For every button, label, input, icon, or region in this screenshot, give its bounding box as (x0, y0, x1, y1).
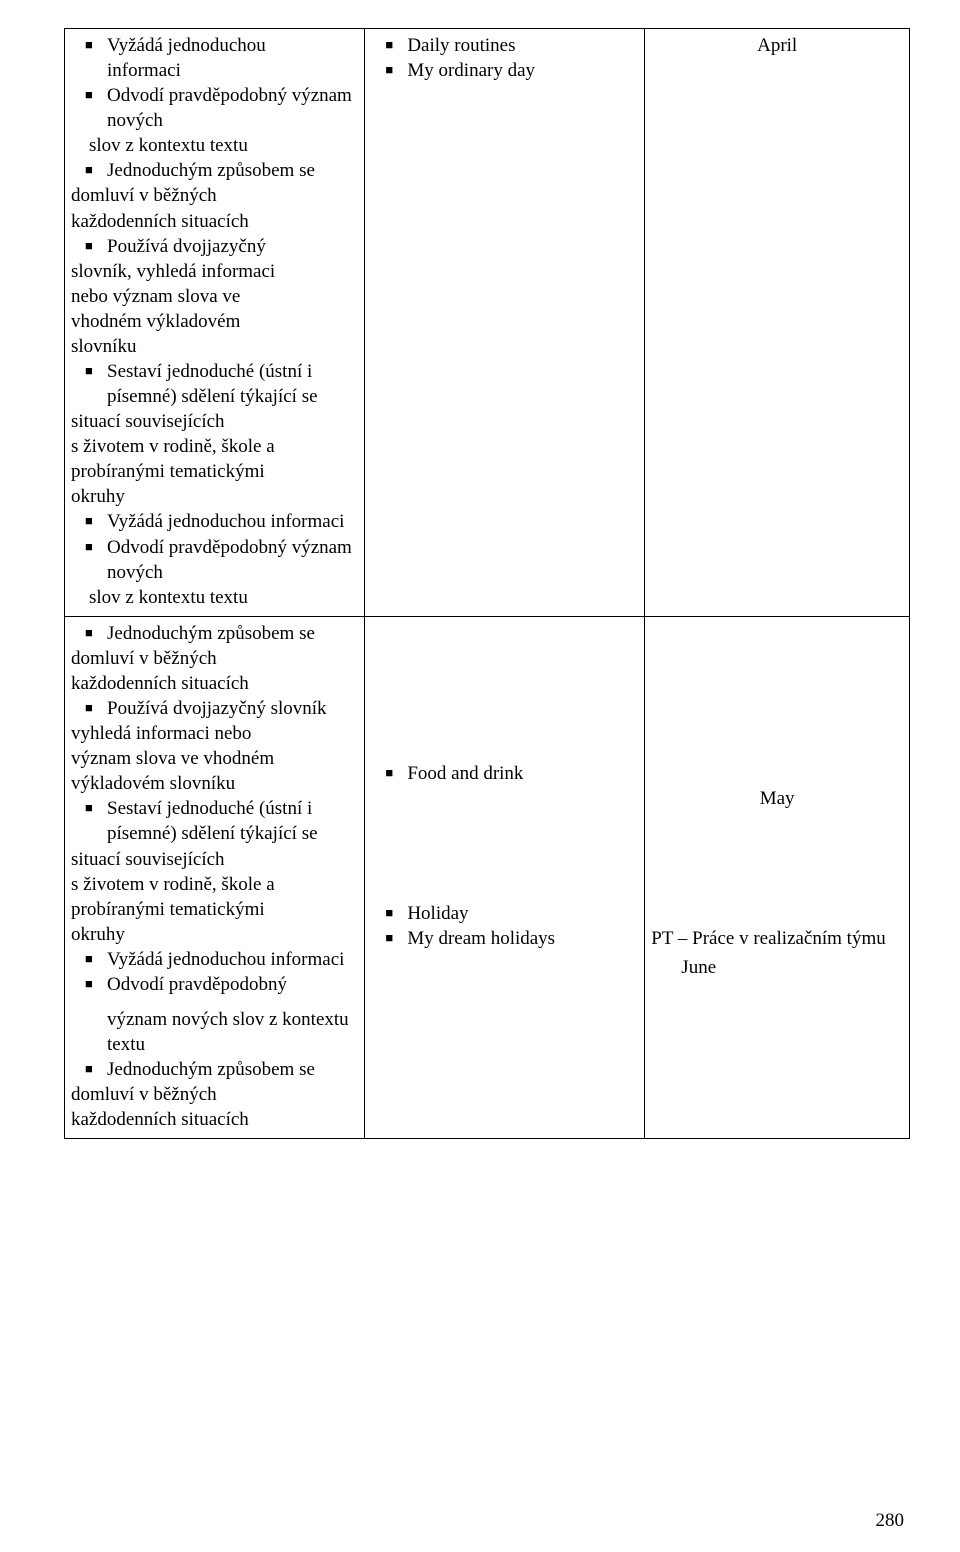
cell-schedule-2: May PT – Práce v realizačním týmu June (645, 616, 910, 1139)
list-item: My dream holidays (371, 926, 638, 951)
list-item: Odvodí pravděpodobný význam nových (71, 83, 358, 133)
continuation-text: vhodném výkladovém (71, 309, 358, 334)
continuation-text: každodenních situacích (71, 209, 358, 234)
list-item: Odvodí pravděpodobný význam nových (71, 535, 358, 585)
continuation-text: výkladovém slovníku (71, 771, 358, 796)
continuation-text: nebo význam slova ve (71, 284, 358, 309)
list-item: Sestaví jednoduché (ústní i písemné) sdě… (71, 796, 358, 846)
continuation-text: domluví v běžných (71, 1082, 358, 1107)
list-item: Daily routines (371, 33, 638, 58)
list-item: Jednoduchým způsobem se (71, 621, 358, 646)
continuation-text: situací souvisejících (71, 409, 358, 434)
continuation-text: s životem v rodině, škole a (71, 872, 358, 897)
continuation-text: význam nových slov z kontextu textu (71, 1007, 358, 1057)
page-number: 280 (876, 1510, 905, 1532)
continuation-text: informaci (71, 58, 358, 83)
continuation-text: každodenních situacích (71, 671, 358, 696)
cell-topics-2: Food and drink Holiday My dream holidays (365, 616, 645, 1139)
continuation-text: s životem v rodině, škole a (71, 434, 358, 459)
month-label: June (651, 955, 903, 980)
list-item: Odvodí pravděpodobný (71, 972, 358, 997)
continuation-text: vyhledá informaci nebo (71, 721, 358, 746)
table-row: Vyžádá jednoduchou informaci Odvodí prav… (65, 29, 910, 617)
page: Vyžádá jednoduchou informaci Odvodí prav… (0, 0, 960, 1552)
list-item: Vyžádá jednoduchou (71, 33, 358, 58)
curriculum-table: Vyžádá jednoduchou informaci Odvodí prav… (64, 28, 910, 1139)
continuation-text: slovník, vyhledá informaci (71, 259, 358, 284)
continuation-text: situací souvisejících (71, 847, 358, 872)
list-item: Používá dvojjazyčný (71, 234, 358, 259)
list-item: Jednoduchým způsobem se (71, 158, 358, 183)
continuation-text: okruhy (71, 484, 358, 509)
continuation-text: domluví v běžných (71, 646, 358, 671)
list-item: Používá dvojjazyčný slovník (71, 696, 358, 721)
continuation-text: probíranými tematickými (71, 897, 358, 922)
cell-outcomes-1: Vyžádá jednoduchou informaci Odvodí prav… (65, 29, 365, 617)
continuation-text: každodenních situacích (71, 1107, 358, 1132)
list-item: Vyžádá jednoduchou informaci (71, 947, 358, 972)
list-item: Vyžádá jednoduchou informaci (71, 509, 358, 534)
continuation-text: slovníku (71, 334, 358, 359)
cell-topics-1: Daily routines My ordinary day (365, 29, 645, 617)
continuation-text: domluví v běžných (71, 183, 358, 208)
continuation-text: slov z kontextu textu (71, 585, 358, 610)
list-item: Food and drink (371, 761, 638, 786)
continuation-text: význam slova ve vhodném (71, 746, 358, 771)
continuation-text: okruhy (71, 922, 358, 947)
continuation-text: slov z kontextu textu (71, 133, 358, 158)
list-item: Sestaví jednoduché (ústní i písemné) sdě… (71, 359, 358, 409)
list-item: Jednoduchým způsobem se (71, 1057, 358, 1082)
month-label: May (651, 786, 903, 811)
cell-outcomes-2: Jednoduchým způsobem se domluví v běžnýc… (65, 616, 365, 1139)
month-label: April (651, 33, 903, 58)
list-item: My ordinary day (371, 58, 638, 83)
table-row: Jednoduchým způsobem se domluví v běžnýc… (65, 616, 910, 1139)
cross-subject-label: PT – Práce v realizačním týmu (651, 926, 903, 951)
cell-schedule-1: April (645, 29, 910, 617)
list-item: Holiday (371, 901, 638, 926)
continuation-text: probíranými tematickými (71, 459, 358, 484)
